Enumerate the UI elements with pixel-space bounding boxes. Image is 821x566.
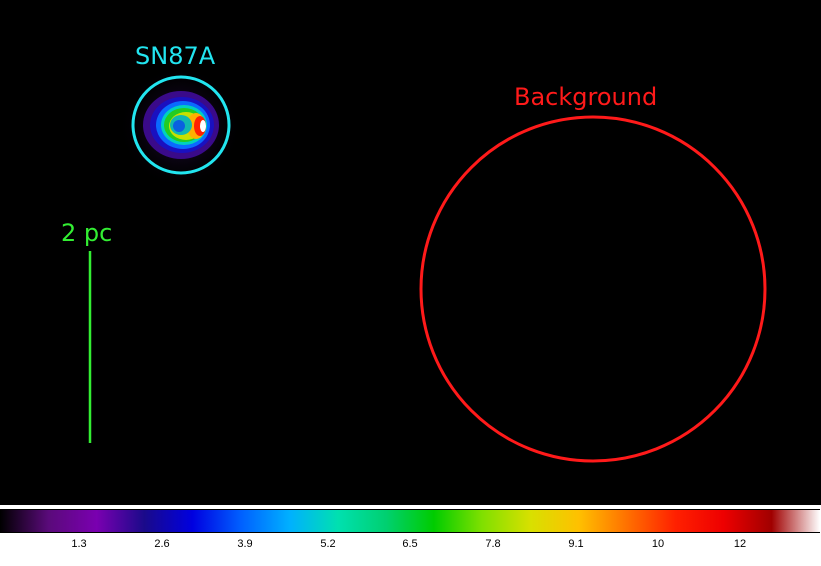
- colorbar-tick-label: 2.6: [154, 538, 170, 550]
- scale-bar-label: 2 pc: [61, 219, 113, 247]
- sn87a-emission: [143, 91, 219, 159]
- colorbar-tick-label: 10: [651, 538, 665, 550]
- colorbar-tick-label: 7.8: [485, 538, 501, 550]
- colorbar-panel: 1.3 2.6 3.9 5.2 6.5 7.8 9.1 10 12: [0, 505, 821, 566]
- colorbar-tick-label: 3.9: [237, 538, 253, 550]
- colorbar-tick-label: 9.1: [568, 538, 584, 550]
- background-region-circle[interactable]: [419, 115, 767, 463]
- background-region-label: Background: [514, 83, 658, 111]
- colorbar-tick-label: 1.3: [71, 538, 87, 550]
- source-region-label: SN87A: [135, 42, 216, 70]
- colorbar-tick-label: 12: [733, 538, 747, 550]
- image-viewer[interactable]: SN87A Background 2 pc: [0, 0, 821, 505]
- region-overlay: [88, 65, 767, 463]
- source-region-circle[interactable]: [131, 75, 231, 175]
- colorbar-tick-label: 5.2: [320, 538, 336, 550]
- colorbar[interactable]: [0, 509, 820, 533]
- colorbar-tick-label: 6.5: [402, 538, 418, 550]
